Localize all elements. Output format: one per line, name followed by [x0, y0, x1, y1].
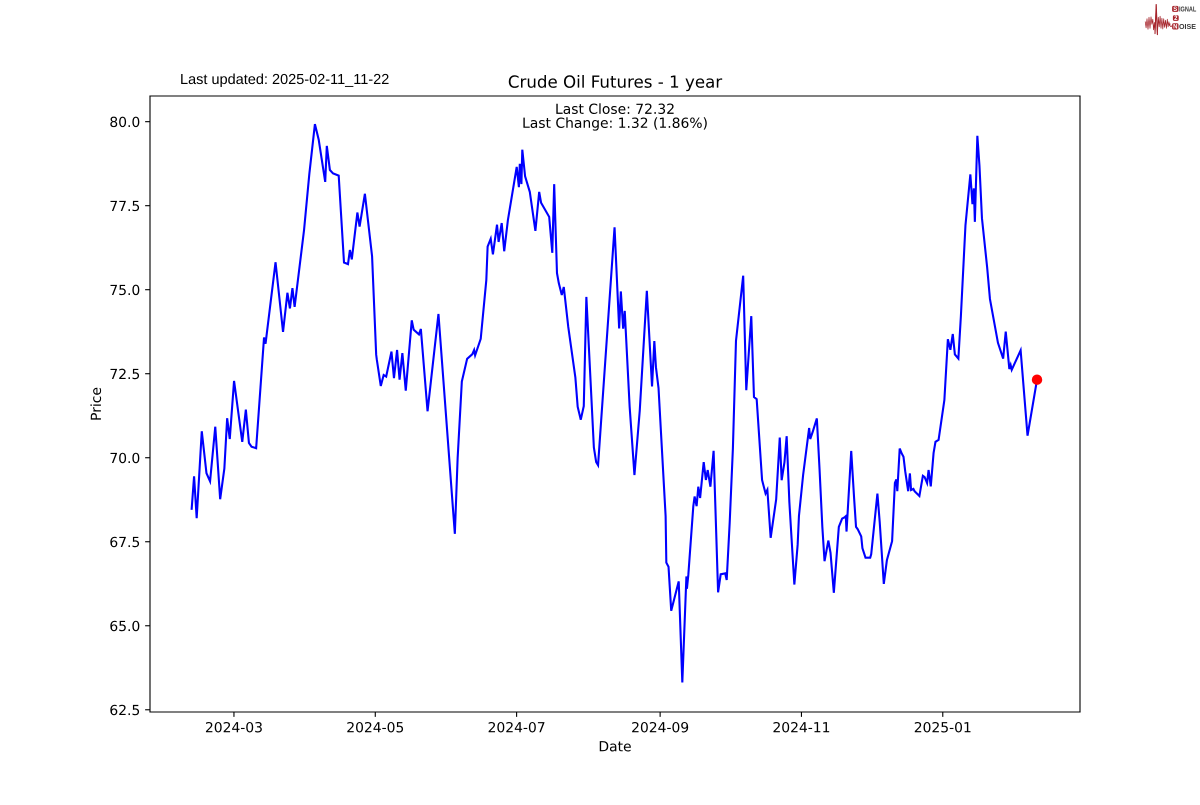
svg-text:IGNAL: IGNAL: [1179, 7, 1196, 14]
svg-text:2: 2: [1174, 16, 1178, 22]
svg-text:S: S: [1173, 7, 1177, 13]
svg-text:OISE: OISE: [1179, 24, 1196, 31]
svg-text:N: N: [1173, 25, 1177, 31]
